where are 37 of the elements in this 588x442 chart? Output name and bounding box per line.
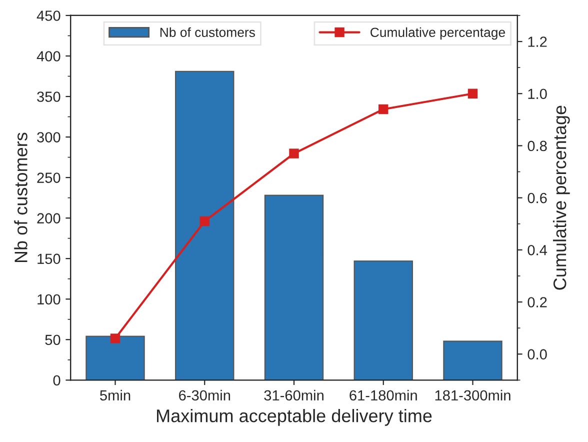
y2-tick-label: 1.2 <box>528 36 547 47</box>
y-tick-label: 150 <box>38 254 60 264</box>
legend-label: Nb of customers <box>160 27 255 38</box>
y-tick-label: 400 <box>36 51 60 62</box>
legend-label: Cumulative percentage <box>370 27 505 40</box>
y-axis-title: Nb of customers <box>14 132 28 262</box>
point <box>289 148 299 158</box>
y2-tick-label: 0.8 <box>528 140 547 152</box>
x-tick-label: 5min <box>100 390 130 401</box>
bar <box>354 260 413 380</box>
y2-tick-label: 0.6 <box>528 192 547 204</box>
x-tick-label: 61-180min <box>350 390 417 401</box>
y-tick-label: 300 <box>37 132 60 142</box>
y-tick-label: 0 <box>53 375 60 386</box>
y-tick-label: 50 <box>45 334 60 346</box>
y-tick-label: 100 <box>38 294 60 305</box>
bar <box>443 340 502 380</box>
x-tick-label: 6-30min <box>179 390 230 401</box>
point <box>468 88 478 98</box>
y2-axis-title: Cumulative percentage <box>552 106 570 290</box>
bar <box>86 336 145 380</box>
bar <box>264 194 324 380</box>
y-tick-label: 350 <box>37 92 60 102</box>
y-tick-label: 250 <box>37 172 60 183</box>
x-tick-label: 31-60min <box>264 390 324 401</box>
x-axis-title: Maximum acceptable delivery time <box>157 408 432 426</box>
bar <box>175 70 234 380</box>
y-tick-label: 450 <box>36 10 60 21</box>
y2-tick-label: 0.2 <box>528 297 547 308</box>
point <box>378 104 388 114</box>
y2-tick-label: 1.0 <box>528 88 547 100</box>
y2-tick-label: 0.0 <box>528 349 547 360</box>
y-tick-label: 200 <box>37 213 60 224</box>
x-tick-label: 181-300min <box>435 390 510 401</box>
point <box>200 216 210 226</box>
point <box>110 334 120 344</box>
y2-tick-label: 0.4 <box>528 244 548 256</box>
